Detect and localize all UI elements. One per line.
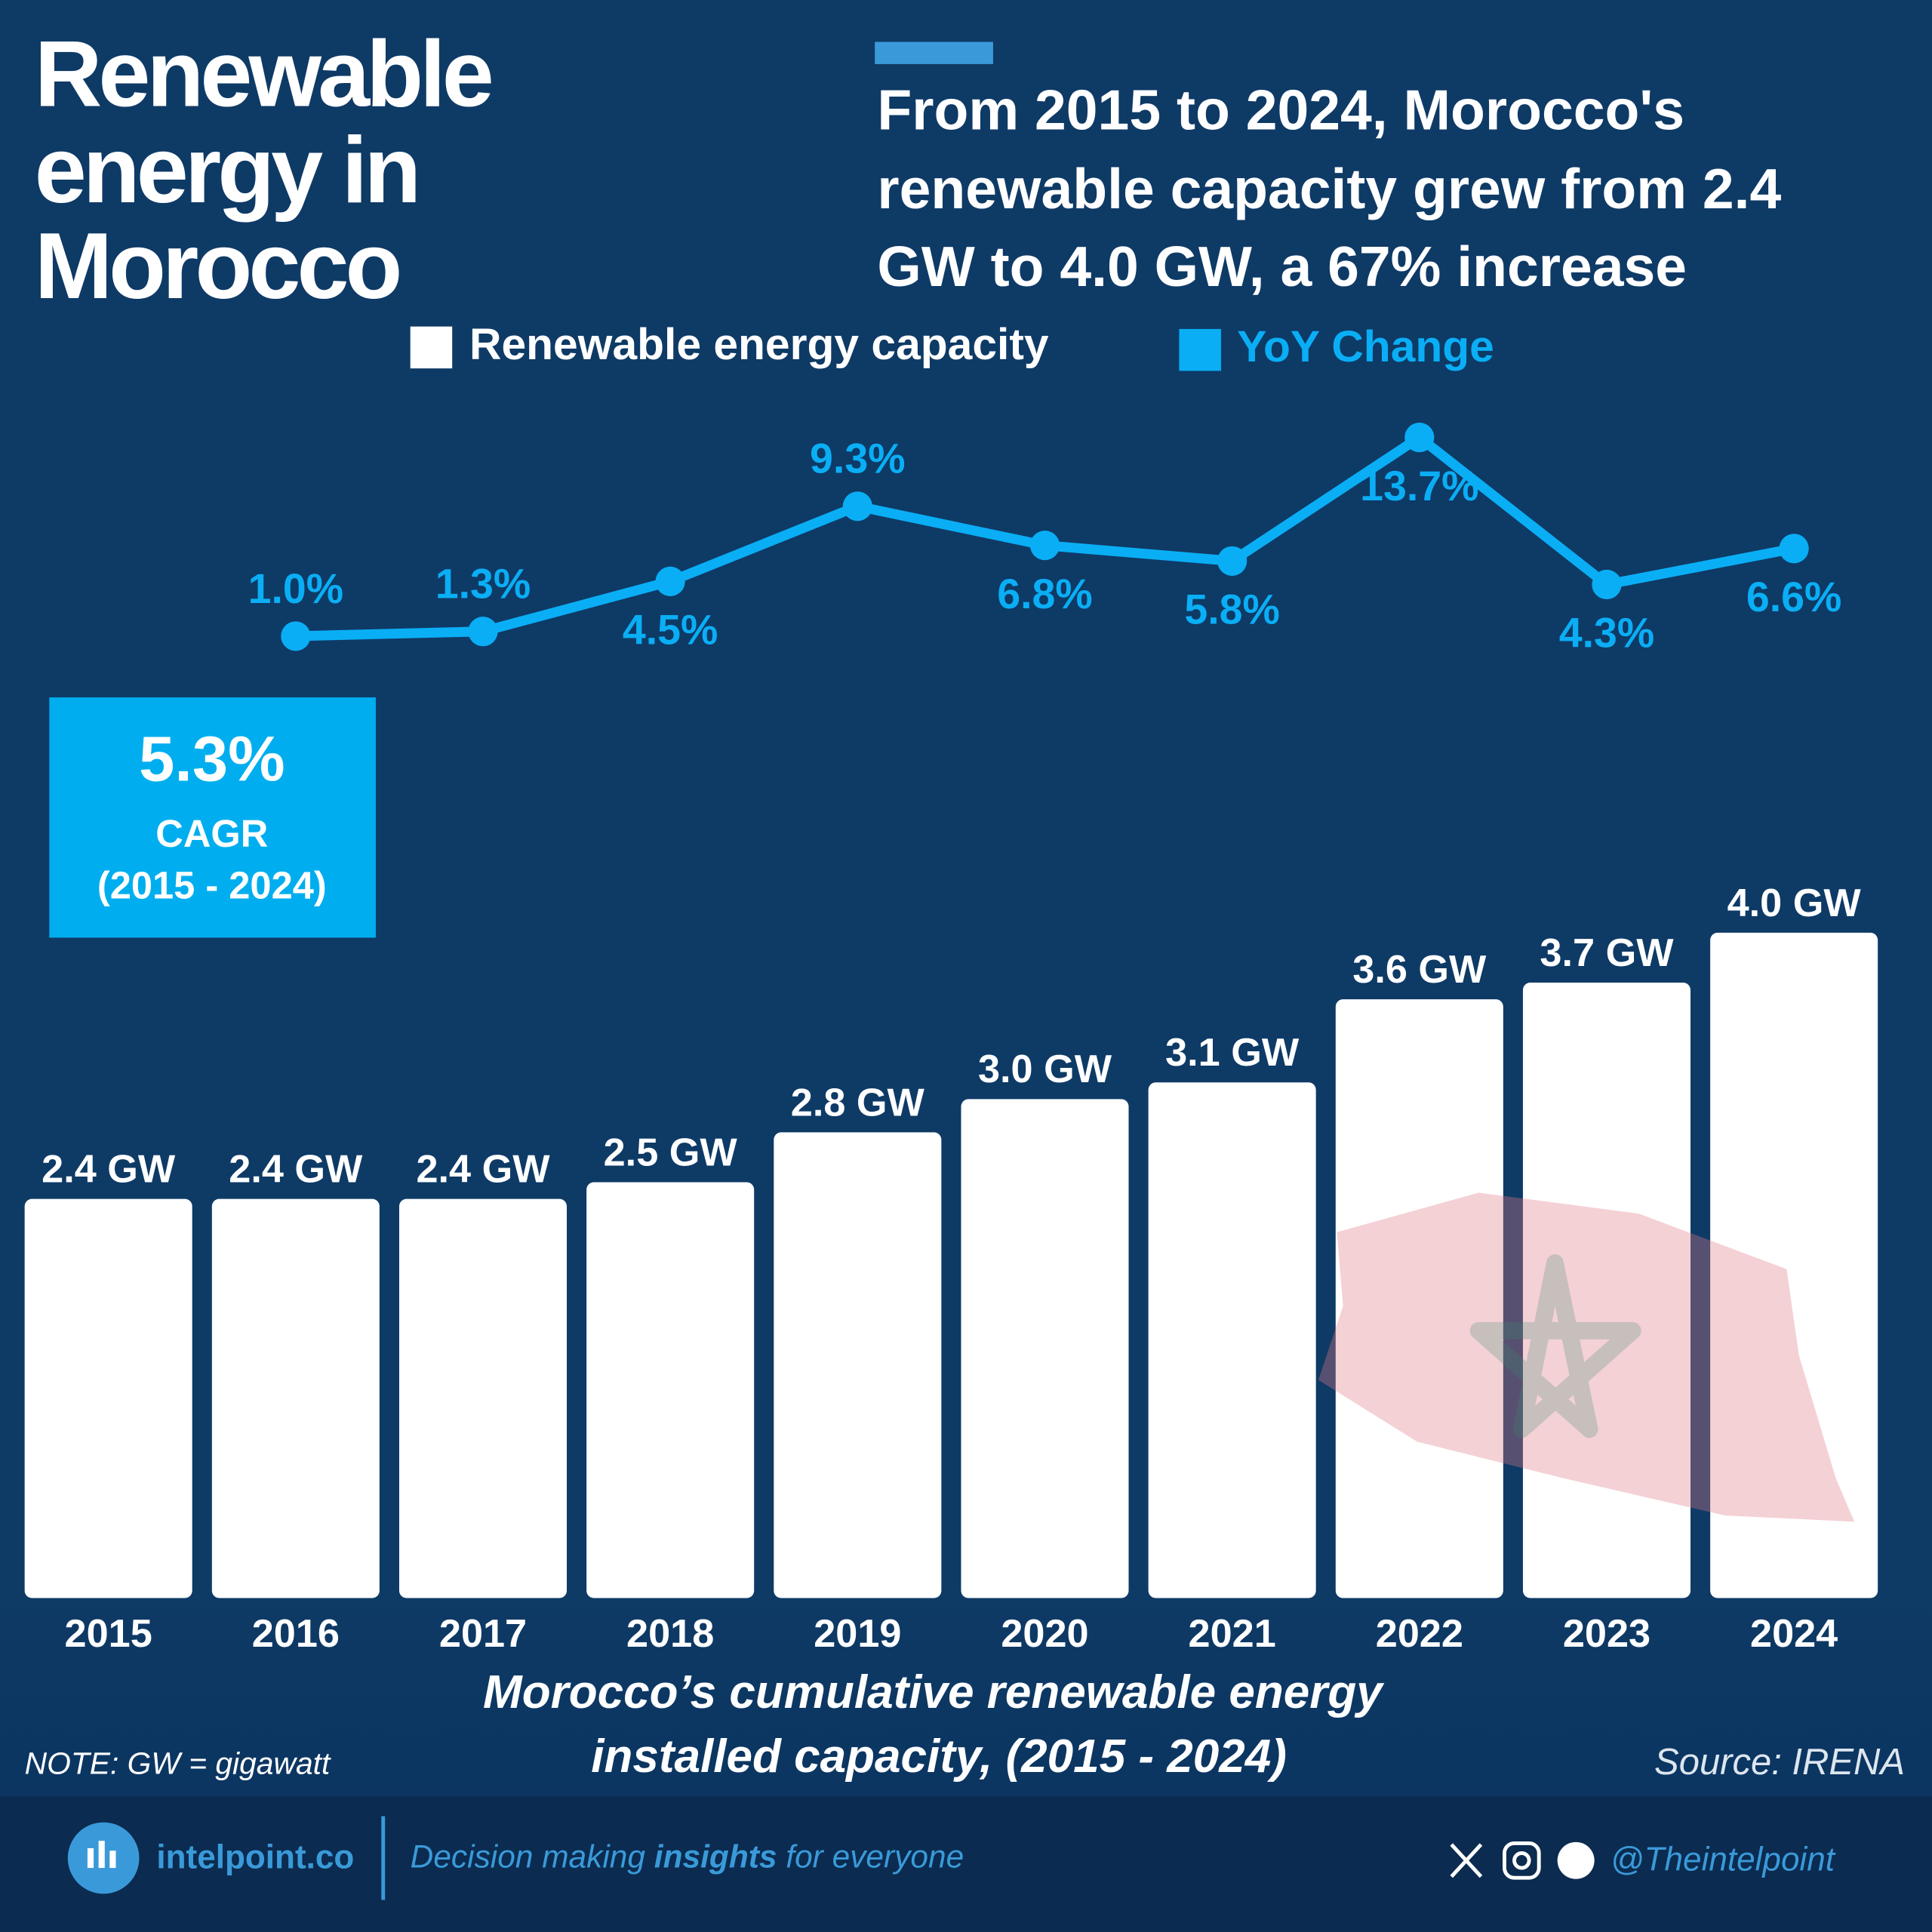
subtitle-line: GW to 4.0 GW, a 67% increase <box>877 235 1687 298</box>
title: Renewable energy in Morocco <box>35 23 495 319</box>
footer: intelpoint.co Decision making insights f… <box>0 1796 1932 1932</box>
yoy-value-label: 6.8% <box>997 571 1093 617</box>
yoy-point <box>1404 423 1435 453</box>
bar <box>586 1182 755 1598</box>
subtitle: From 2015 to 2024, Morocco's renewable c… <box>877 78 1781 298</box>
yoy-point <box>468 617 498 647</box>
source: Source: IRENA <box>1654 1742 1905 1783</box>
yoy-value-label: 5.8% <box>1184 586 1280 633</box>
legend-swatch <box>1179 328 1221 371</box>
legend-label: Renewable energy capacity <box>469 320 1049 369</box>
bar-value-label: 3.6 GW <box>1352 948 1487 992</box>
plot: 2015 2016 2017 2018 2019 2020 2021 2022 2023 2024… <box>24 423 1878 1656</box>
yoy-point <box>842 491 872 521</box>
bar-value-label: 2.4 GW <box>229 1147 363 1191</box>
yoy-point <box>1029 531 1060 561</box>
subtitle-line: renewable capacity grew from 2.4 <box>877 157 1781 220</box>
yoy-point <box>1217 546 1247 576</box>
title-line: energy in <box>35 118 418 223</box>
tagline: Decision making insights for everyone <box>411 1839 964 1875</box>
logo-bar <box>109 1850 116 1869</box>
x-axis-title-line: Morocco’s cumulative renewable energy <box>483 1666 1385 1718</box>
bar <box>961 1099 1129 1598</box>
flag-star <box>1469 1254 1641 1438</box>
callout-period: (2015 - 2024) <box>97 864 327 907</box>
tagline-part: Decision making <box>411 1839 654 1875</box>
x-tick-label: 2018 <box>626 1612 714 1656</box>
yoy-value-label: 13.7% <box>1360 463 1478 509</box>
instagram-icon <box>1503 1841 1541 1880</box>
yoy-value-label: 4.5% <box>623 607 718 654</box>
title-line: Renewable <box>35 23 491 127</box>
x-tick-label: 2016 <box>252 1612 340 1656</box>
yoy-point <box>281 621 311 651</box>
x-tick-label: 2024 <box>1750 1612 1838 1656</box>
bar <box>211 1198 380 1598</box>
accent-bar <box>875 42 993 64</box>
legend-label: YoY Change <box>1237 322 1494 371</box>
x-tick-label: 2015 <box>65 1612 152 1656</box>
bar <box>1710 932 1878 1598</box>
callout-value: 5.3% <box>139 723 285 795</box>
footer-band <box>0 1796 1932 1932</box>
bar-value-label: 3.1 GW <box>1165 1031 1300 1075</box>
bar-value-label: 2.4 GW <box>42 1147 176 1191</box>
bar-value-label: 2.8 GW <box>791 1081 925 1124</box>
logo-bar <box>87 1847 94 1869</box>
x-icon <box>1450 1843 1483 1878</box>
bar <box>1148 1082 1316 1598</box>
bar-value-label: 4.0 GW <box>1727 881 1862 925</box>
x-tick-label: 2023 <box>1563 1612 1651 1656</box>
tagline-part: for everyone <box>777 1839 964 1875</box>
note: NOTE: GW = gigawatt <box>25 1746 331 1780</box>
yoy-point <box>1592 569 1622 600</box>
cagr-callout: 5.3% CAGR (2015 - 2024) <box>49 697 376 938</box>
yoy-point <box>1779 534 1809 564</box>
yoy-value-label: 1.3% <box>435 561 531 608</box>
subtitle-line: From 2015 to 2024, Morocco's <box>877 78 1684 142</box>
tagline-part: insights <box>654 1839 777 1875</box>
x-tick-label: 2017 <box>439 1612 527 1656</box>
yoy-point <box>655 566 685 596</box>
bar <box>1522 983 1690 1598</box>
bar <box>24 1198 192 1598</box>
logo-bar <box>98 1841 105 1869</box>
handle: @Theintelpoint <box>1611 1841 1836 1878</box>
bar-value-label: 3.0 GW <box>978 1048 1112 1091</box>
bar-value-label: 3.7 GW <box>1540 931 1674 975</box>
bar-value-label: 2.5 GW <box>604 1131 738 1174</box>
brand: intelpoint.co <box>156 1838 354 1875</box>
x-tick-label: 2019 <box>814 1612 901 1656</box>
title-line: Morocco <box>35 214 399 318</box>
x-axis-title: Morocco’s cumulative renewable energy in… <box>483 1666 1385 1783</box>
callout-label: CAGR <box>155 812 268 855</box>
bar <box>398 1198 568 1598</box>
legend: Renewable energy capacity YoY Change <box>410 320 1494 371</box>
bar <box>774 1132 942 1598</box>
x-tick-label: 2022 <box>1376 1612 1463 1656</box>
bar <box>1335 999 1503 1598</box>
legend-swatch <box>410 326 453 369</box>
flag-watermark <box>1318 1192 1855 1522</box>
yoy-value-label: 6.6% <box>1746 574 1842 620</box>
x-axis-title-line: installed capacity, (2015 - 2024) <box>591 1730 1287 1783</box>
x-tick-label: 2020 <box>1001 1612 1088 1656</box>
yoy-value-label: 9.3% <box>810 435 906 482</box>
yoy-value-label: 1.0% <box>248 565 344 612</box>
instagram-icon-lens <box>1512 1851 1531 1870</box>
bar-value-label: 2.4 GW <box>416 1147 550 1191</box>
facebook-icon <box>1557 1841 1595 1879</box>
x-tick-label: 2021 <box>1189 1612 1276 1656</box>
yoy-value-label: 4.3% <box>1559 610 1655 657</box>
callout-box <box>49 697 376 938</box>
